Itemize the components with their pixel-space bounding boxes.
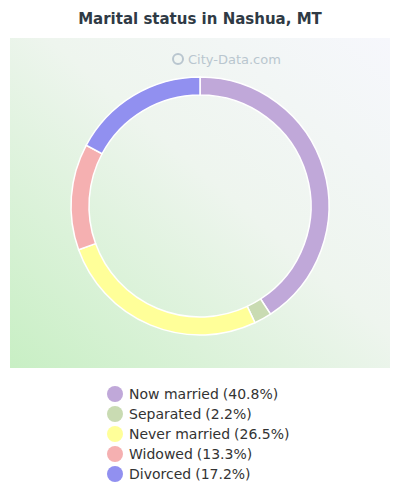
legend-label: Divorced(17.2%) <box>129 466 251 482</box>
legend-category: Never married <box>129 426 230 442</box>
legend-marker <box>107 386 123 402</box>
watermark-icon <box>173 54 183 64</box>
legend-label: Now married(40.8%) <box>129 386 278 402</box>
legend-value: (17.2%) <box>195 466 250 482</box>
legend-marker <box>107 426 123 442</box>
donut <box>71 77 329 335</box>
legend-value: (26.5%) <box>234 426 289 442</box>
annotation: City-Data.com <box>188 52 281 67</box>
legend-item: Widowed(13.3%) <box>107 446 252 462</box>
legend: Now married(40.8%) Separated(2.2%) Never m… <box>107 386 289 482</box>
legend-category: Widowed <box>129 446 193 462</box>
legend-item: Now married(40.8%) <box>107 386 278 402</box>
legend-label: Separated(2.2%) <box>129 406 252 422</box>
background <box>10 38 390 368</box>
legend-label: Widowed(13.3%) <box>129 446 252 462</box>
legend-item: Never married(26.5%) <box>107 426 289 442</box>
legend-category: Now married <box>129 386 219 402</box>
slice <box>200 77 329 314</box>
slice <box>71 145 102 249</box>
legend-value: (40.8%) <box>223 386 278 402</box>
legend-value: (2.2%) <box>205 406 252 422</box>
slice <box>86 77 200 154</box>
legend-item: Divorced(17.2%) <box>107 466 251 482</box>
legend-marker <box>107 406 123 422</box>
watermark: City-Data.com <box>173 52 281 67</box>
title: Marital status in Nashua, MT <box>78 10 322 28</box>
legend-label: Never married(26.5%) <box>129 426 289 442</box>
legend-marker <box>107 446 123 462</box>
legend-value: (13.3%) <box>197 446 252 462</box>
legend-item: Separated(2.2%) <box>107 406 252 422</box>
legend-category: Divorced <box>129 466 191 482</box>
legend-category: Separated <box>129 406 201 422</box>
legend-marker <box>107 466 123 482</box>
chart: Marital status in Nashua, MT City-Data.co… <box>0 0 400 500</box>
slice <box>79 244 255 335</box>
